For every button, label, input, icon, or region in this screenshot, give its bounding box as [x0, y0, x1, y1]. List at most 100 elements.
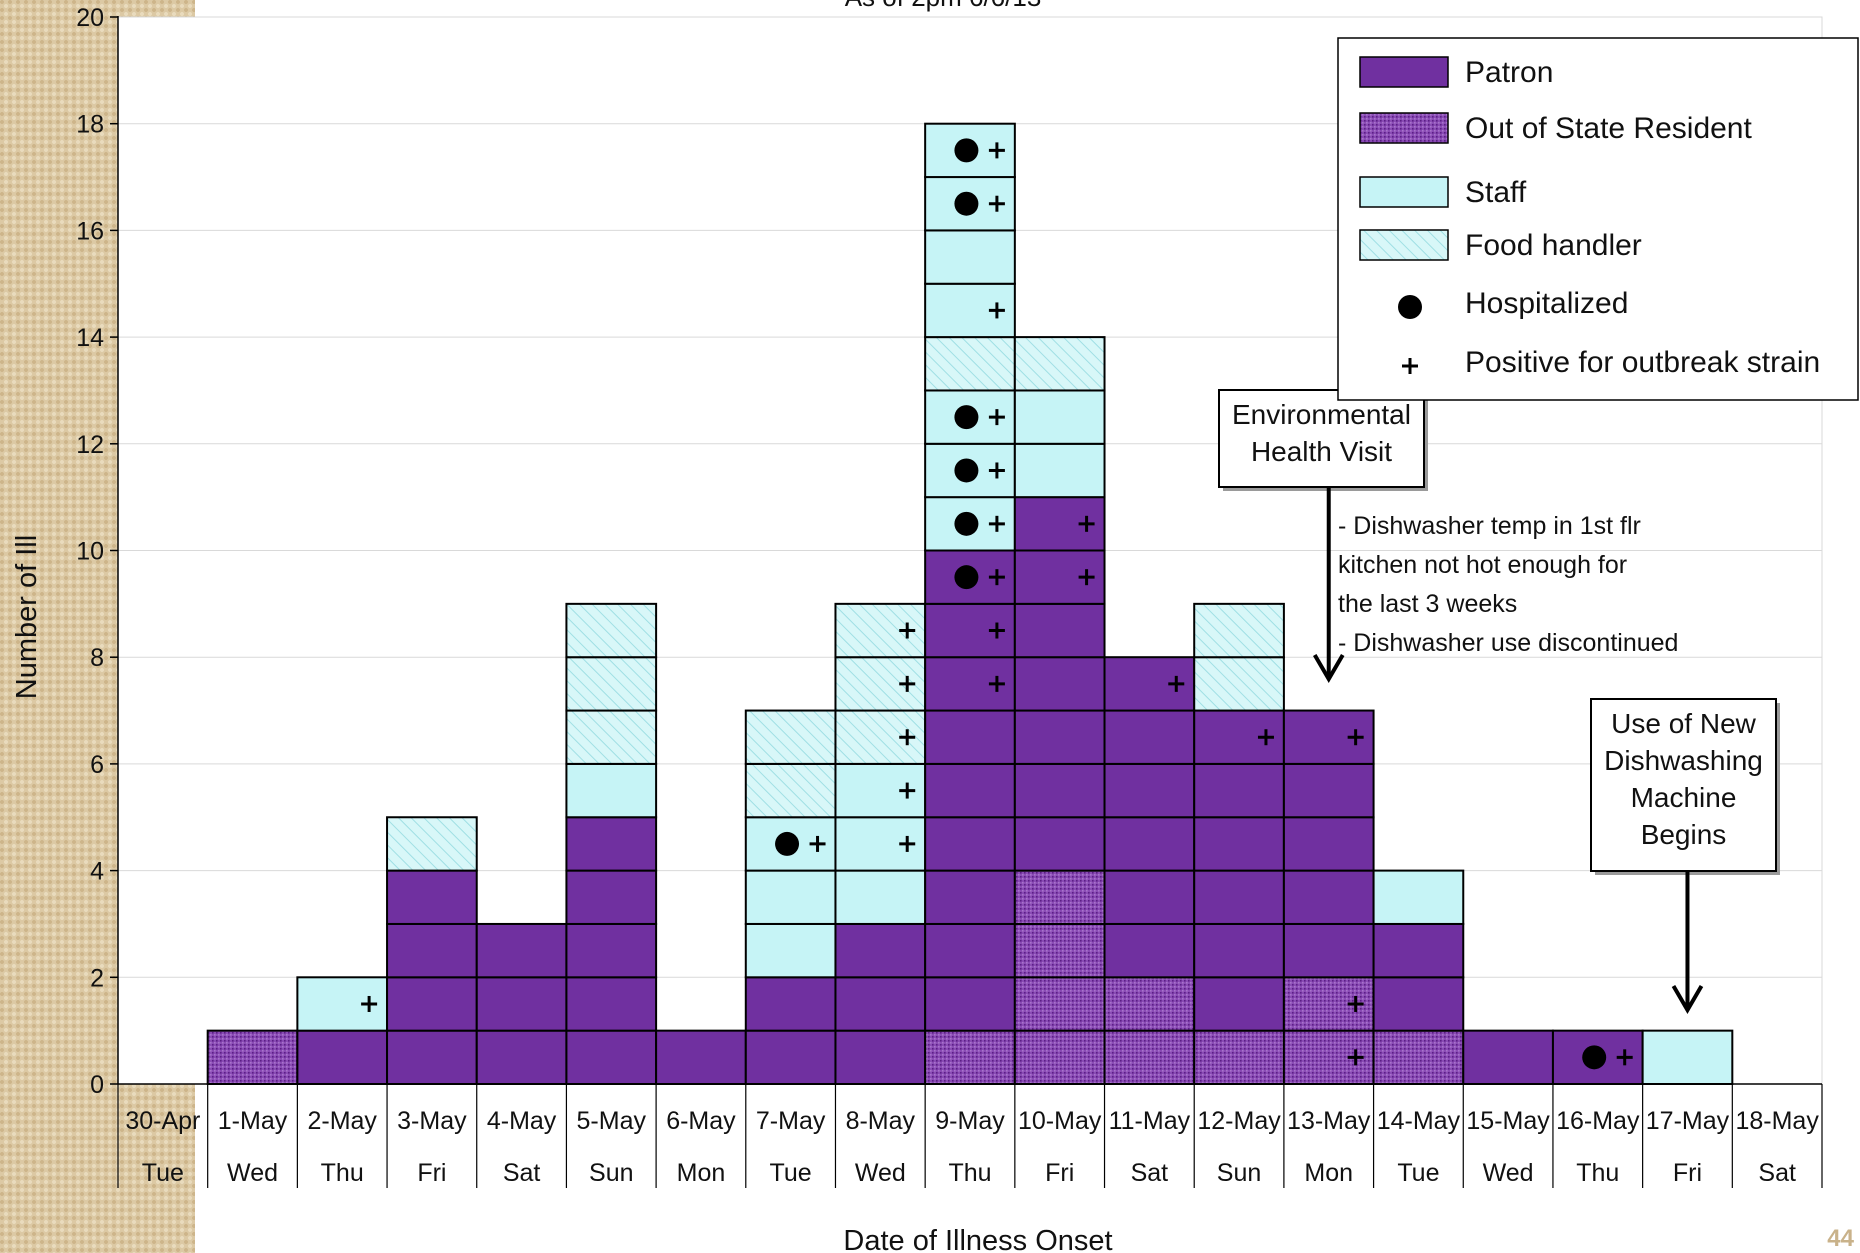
bar-case-12-May-2	[1193, 976, 1285, 1032]
environmental-visit-note: the last 3 weeks	[1338, 590, 1518, 618]
hospitalized-marker	[954, 458, 979, 483]
bar-case-8-May-3	[834, 922, 927, 979]
bar-case-4-May-3	[475, 922, 568, 979]
y-tick-label: 2	[90, 964, 104, 992]
environmental-visit-notes: - Dishwasher temp in 1st flr kitchen not …	[1338, 507, 1678, 663]
x-tick-label-weekday: Thu	[948, 1159, 991, 1187]
bar-case-2-May-1	[296, 1029, 389, 1086]
x-tick-label-weekday: Tue	[142, 1159, 184, 1187]
x-tick-label-weekday: Wed	[1483, 1159, 1534, 1187]
x-tick-label-weekday: Mon	[677, 1159, 726, 1187]
y-tick-label: 0	[90, 1071, 104, 1099]
bar-case-9-May-1	[924, 1029, 1016, 1086]
x-tick-label-weekday: Sun	[1217, 1159, 1261, 1187]
x-tick-label-date: 2-May	[307, 1107, 377, 1135]
x-tick-label-weekday: Sun	[589, 1159, 633, 1187]
bar-case-9-May-5	[924, 816, 1016, 872]
bar-case-7-May-6	[744, 762, 837, 819]
bar-case-10-May-14	[1013, 336, 1106, 392]
x-tick-label-weekday: Tue	[1397, 1159, 1439, 1187]
x-tick-label-date: 1-May	[218, 1107, 288, 1135]
x-tick-label-date: 11-May	[1109, 1107, 1191, 1135]
hospitalized-marker	[954, 511, 979, 536]
bar-case-11-May-5	[1103, 816, 1196, 872]
x-tick-label-weekday: Wed	[855, 1159, 906, 1187]
bar-case-12-May-8	[1193, 656, 1285, 712]
bar-case-10-May-12	[1013, 442, 1106, 499]
chart-annotations: Environmental Health Visit Use of New Dishw…	[1218, 389, 1780, 1014]
environmental-visit-callout-label: Health Visit	[1251, 436, 1392, 467]
x-tick-label-weekday: Fri	[1673, 1159, 1702, 1187]
x-axis-labels: 30-Apr Tue 1-May Wed 2-May Thu 3-May Fri 4-May Sa…	[117, 1084, 1823, 1188]
bar-case-11-May-7	[1103, 709, 1196, 765]
environmental-visit-callout-arrowhead	[1313, 653, 1345, 683]
legend-label-food: Food handler	[1465, 229, 1642, 262]
y-tick-label: 18	[76, 111, 104, 139]
bar-case-3-May-1	[386, 1029, 478, 1086]
legend-label-oos: Out of State Resident	[1465, 112, 1752, 145]
x-tick-label-date: 14-May	[1377, 1107, 1461, 1135]
bar-case-5-May-3	[565, 922, 658, 979]
bar-case-5-May-8	[565, 656, 658, 712]
bar-case-6-May-1	[655, 1029, 747, 1086]
y-tick-label: 4	[90, 858, 104, 886]
x-tick-label-date: 7-May	[756, 1107, 826, 1135]
x-tick-label-date: 15-May	[1466, 1107, 1550, 1135]
y-tick-label: 20	[76, 4, 104, 32]
bar-case-8-May-2	[834, 976, 927, 1032]
y-tick-label: 8	[90, 644, 104, 672]
page-number: 44	[1827, 1225, 1854, 1252]
x-tick-label-date: 8-May	[846, 1107, 916, 1135]
y-tick-label: 16	[76, 217, 104, 245]
bar-case-11-May-8	[1103, 656, 1196, 712]
environmental-visit-callout-box	[1218, 389, 1425, 488]
bar-case-15-May-1	[1462, 1029, 1554, 1086]
legend-swatch-patron	[1359, 56, 1449, 88]
bar-case-13-May-6	[1282, 762, 1375, 819]
bar-case-11-May-2	[1103, 976, 1196, 1032]
y-tick-label: 6	[90, 751, 104, 779]
y-axis-title: Number of Ill	[11, 535, 43, 699]
x-tick-label-weekday: Tue	[770, 1159, 812, 1187]
x-tick-label-date: 18-May	[1735, 1107, 1819, 1135]
bar-case-10-May-4	[1013, 869, 1106, 925]
new-dishwasher-callout-label: Machine	[1631, 782, 1737, 813]
bar-case-8-May-4	[834, 869, 927, 925]
bar-case-12-May-5	[1193, 816, 1285, 872]
y-tick-label: 12	[76, 431, 104, 459]
x-tick-label-weekday: Thu	[1576, 1159, 1619, 1187]
bar-case-10-May-5	[1013, 816, 1106, 872]
bar-case-7-May-3	[744, 922, 837, 979]
bar-case-7-May-1	[744, 1029, 837, 1086]
hospitalized-marker	[1582, 1045, 1607, 1070]
legend-label-pos: Positive for outbreak strain	[1465, 346, 1820, 379]
x-tick-label-date: 9-May	[935, 1107, 1005, 1135]
x-tick-label-weekday: Mon	[1304, 1159, 1353, 1187]
bar-case-4-May-1	[475, 1029, 568, 1086]
bar-case-13-May-3	[1282, 922, 1375, 979]
bar-case-12-May-3	[1193, 922, 1285, 979]
new-dishwasher-callout-label: Use of New	[1611, 708, 1756, 739]
x-tick-label-date: 16-May	[1556, 1107, 1640, 1135]
bar-case-4-May-2	[475, 976, 568, 1032]
chart-subtitle: As of 2pm 6/6/13	[845, 0, 1042, 12]
environmental-visit-note: kitchen not hot enough for	[1338, 551, 1628, 579]
x-tick-label-weekday: Fri	[1045, 1159, 1074, 1187]
bar-case-10-May-7	[1013, 709, 1106, 765]
bar-case-10-May-3	[1013, 922, 1106, 979]
hospitalized-marker	[954, 138, 979, 163]
environmental-visit-note: - Dishwasher temp in 1st flr	[1338, 512, 1641, 540]
bar-case-14-May-4	[1372, 869, 1465, 925]
x-tick-label-weekday: Wed	[227, 1159, 278, 1187]
legend-label-hosp: Hospitalized	[1465, 287, 1628, 320]
bar-case-3-May-4	[386, 869, 478, 925]
bar-case-14-May-3	[1372, 922, 1465, 979]
environmental-visit-callout-label: Environmental	[1232, 399, 1411, 430]
x-tick-label-weekday: Sat	[503, 1159, 541, 1187]
bar-case-12-May-9	[1193, 602, 1285, 659]
bar-case-11-May-6	[1103, 762, 1196, 819]
x-axis-title: Date of Illness Onset	[843, 1225, 1112, 1253]
bar-case-11-May-1	[1103, 1029, 1196, 1086]
chart-legend: Patron Out of State Resident Staff Food han…	[1337, 37, 1859, 401]
